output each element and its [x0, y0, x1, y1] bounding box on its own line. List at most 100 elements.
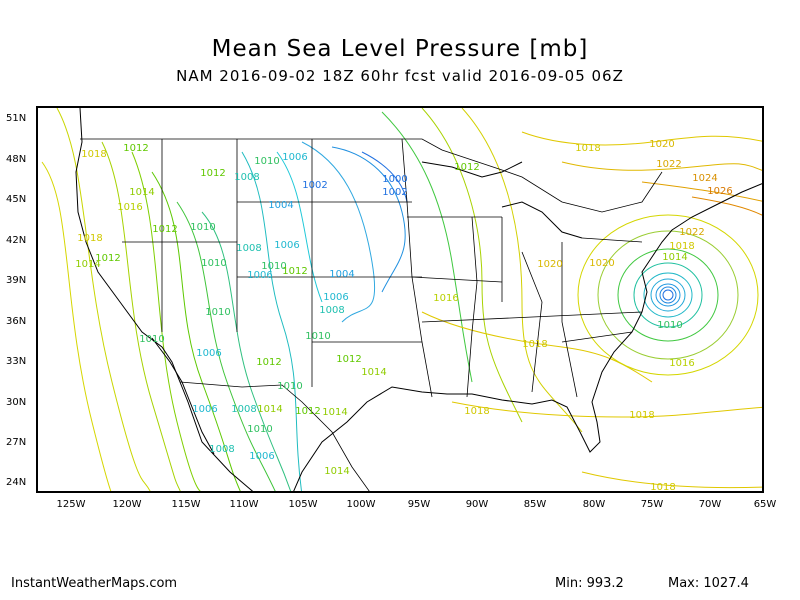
isobar-line	[241, 151, 303, 491]
isobar-label: 1010	[261, 261, 286, 272]
isobar-label: 1010	[657, 320, 682, 331]
coastlines	[75, 108, 762, 491]
isobar-label: 1012	[200, 168, 225, 179]
max-pressure: Max: 1027.4	[668, 576, 749, 591]
site-credit: InstantWeatherMaps.com	[11, 576, 178, 591]
isobar-ring	[659, 286, 677, 304]
lon-label: 70W	[698, 499, 722, 510]
isobar-line	[56, 108, 151, 491]
isobar-line	[176, 201, 276, 491]
lat-label: 48N	[6, 154, 27, 165]
lon-label: 110W	[229, 499, 259, 510]
isobar-label: 1020	[649, 139, 674, 150]
isobar-label: 1002	[382, 187, 407, 198]
isobar-label: 1020	[589, 258, 614, 269]
isobar-label: 1002	[302, 180, 327, 191]
isobar-ring	[662, 289, 674, 301]
isobar-line	[131, 151, 201, 491]
isobar-label: 1010	[254, 156, 279, 167]
isobar-label: 1012	[95, 253, 120, 264]
isobar-label: 1010	[201, 258, 226, 269]
isobar-line	[521, 131, 762, 146]
isobar-label: 1006	[274, 240, 299, 251]
min-pressure: Min: 993.2	[555, 576, 624, 591]
isobar-label: 1020	[537, 259, 562, 270]
lon-label: 65W	[753, 499, 777, 510]
isobar-label: 1022	[656, 159, 681, 170]
isobar-line	[581, 471, 762, 489]
coastline	[293, 183, 762, 491]
isobar-label: 1000	[382, 174, 407, 185]
lon-label: 100W	[346, 499, 376, 510]
state-border	[466, 216, 478, 398]
isobar-label: 1004	[268, 200, 293, 211]
isobar-ring	[577, 214, 759, 376]
forecast-subtitle: NAM 2016-09-02 18Z 60hr fcst valid 2016-…	[176, 67, 624, 85]
lat-label: 30N	[6, 397, 27, 408]
isobar-line	[361, 151, 408, 203]
lon-label: 90W	[465, 499, 489, 510]
isobar-label: 1010	[247, 424, 272, 435]
isobar-line	[381, 111, 473, 383]
map-title: Mean Sea Level Pressure [mb]	[211, 36, 589, 62]
lat-label: 24N	[6, 477, 27, 488]
isobar-label: 1018	[629, 410, 654, 421]
isobar-label: 1016	[669, 358, 694, 369]
isobar-label: 1018	[77, 233, 102, 244]
isobar-line	[101, 141, 181, 491]
isobar-label: 1008	[319, 305, 344, 316]
isobar-line	[301, 141, 376, 323]
pressure-map: 1012 1018 1010 1006 1012 1008 1002 1000 1002 1012…	[36, 106, 764, 493]
state-border	[521, 251, 543, 393]
isobar-line	[151, 171, 241, 491]
lat-label: 33N	[6, 356, 27, 367]
isobar-label: 1012	[454, 162, 479, 173]
isobar-label: 1006	[282, 152, 307, 163]
isobar-ring	[597, 230, 739, 360]
isobar-label: 1018	[522, 339, 547, 350]
isobar-label: 1010	[139, 334, 164, 345]
coastline	[75, 108, 254, 491]
isobar-label: 1006	[249, 451, 274, 462]
isobar-ring	[617, 248, 719, 342]
coastline	[421, 161, 523, 178]
isobar-label: 1016	[117, 202, 142, 213]
lon-label: 105W	[288, 499, 318, 510]
isobar-label: 1010	[205, 307, 230, 318]
isobar-label: 1014	[257, 404, 282, 415]
isobar-label: 1016	[433, 293, 458, 304]
isobar-lines	[41, 108, 762, 491]
lon-label: 75W	[640, 499, 664, 510]
state-border	[581, 237, 643, 243]
state-border	[561, 331, 633, 343]
isobar-label: 1012	[152, 224, 177, 235]
border-us-mexico	[179, 381, 370, 491]
isobar-label: 1018	[81, 149, 106, 160]
isobar-label: 1006	[323, 292, 348, 303]
isobar-label: 1010	[305, 331, 330, 342]
isobar-line	[641, 181, 762, 202]
border-us-canada	[80, 138, 663, 213]
isobar-label: 1008	[236, 243, 261, 254]
isobar-label: 1004	[329, 269, 354, 280]
isobar-label: 1014	[129, 187, 154, 198]
lon-label: 85W	[523, 499, 547, 510]
isobar-line	[41, 161, 112, 491]
lon-label: 80W	[582, 499, 606, 510]
isobar-label: 1010	[190, 222, 215, 233]
isobar-label: 1014	[361, 367, 386, 378]
isobar-label: 1008	[234, 172, 259, 183]
lat-label: 27N	[6, 437, 27, 448]
isobar-line	[331, 146, 406, 293]
isobar-label: 1018	[575, 143, 600, 154]
lat-label: 45N	[6, 194, 27, 205]
low-pressure-center	[577, 214, 759, 376]
coastline	[151, 337, 215, 455]
isobar-ring	[650, 278, 686, 312]
isobar-label: 1006	[247, 270, 272, 281]
isobar-line	[201, 211, 292, 491]
lat-label: 51N	[6, 113, 27, 124]
isobar-label: 1012	[282, 266, 307, 277]
isobar-label: 1026	[707, 186, 732, 197]
isobar-label: 1014	[322, 407, 347, 418]
